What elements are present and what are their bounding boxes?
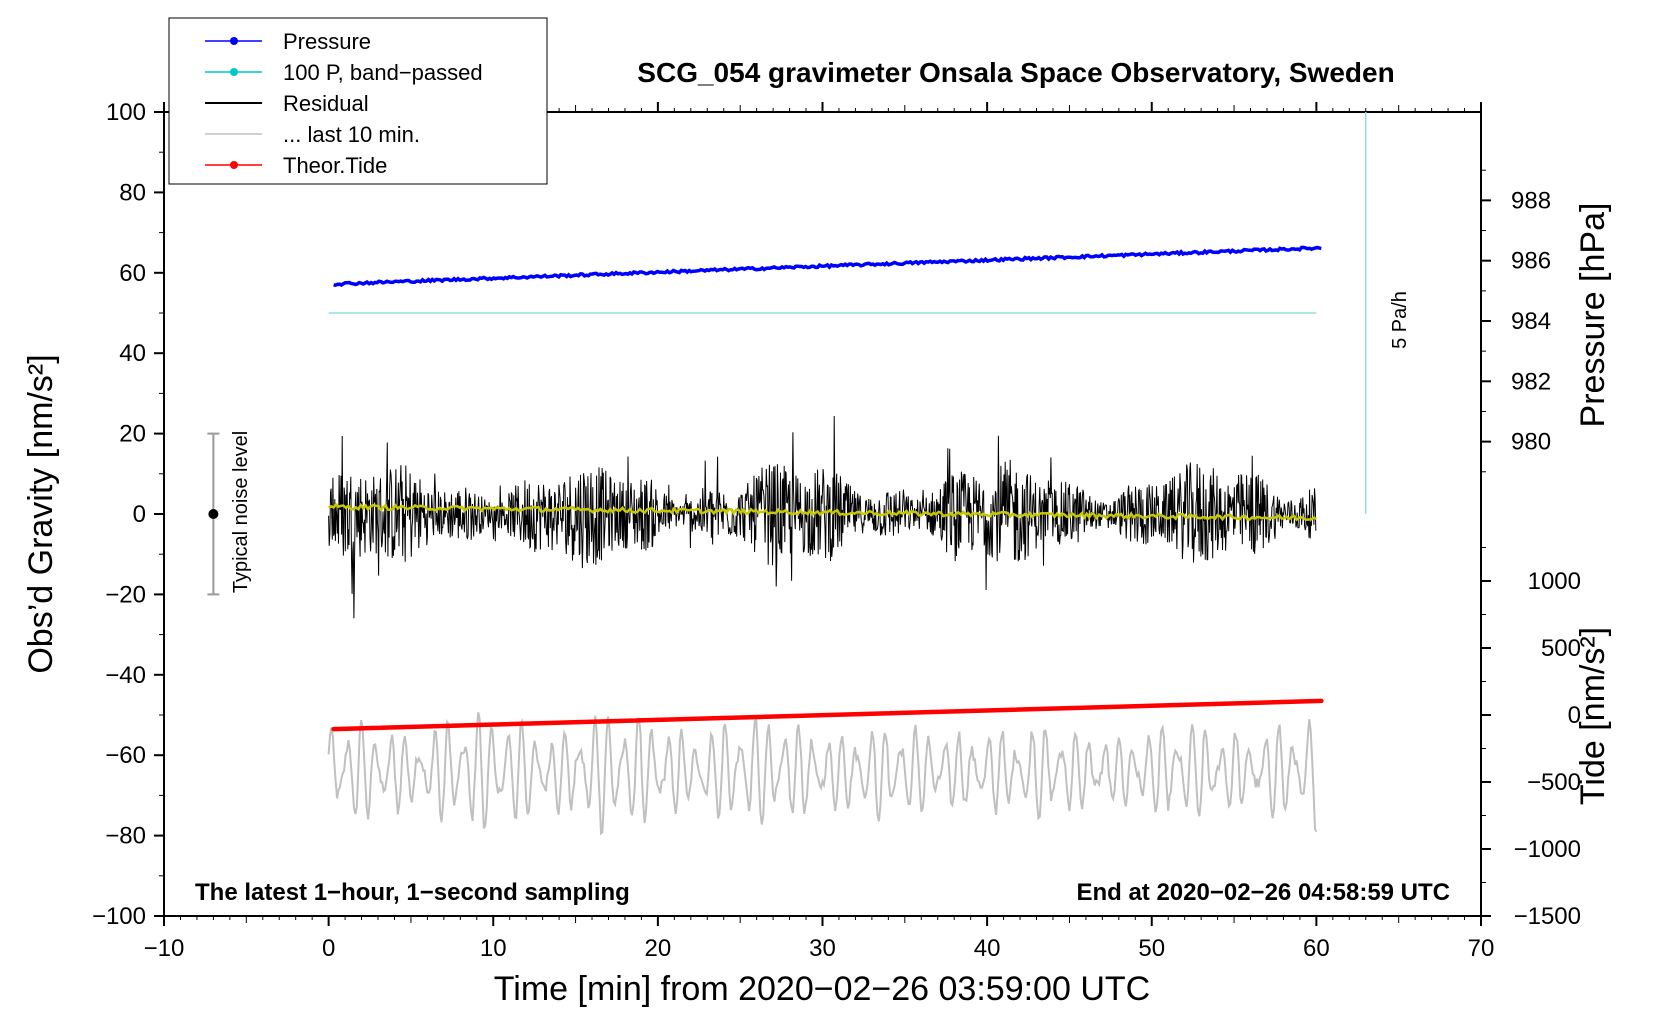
data-series — [327, 245, 1324, 836]
x-tick-label: −10 — [144, 935, 185, 962]
legend: Pressure 100 P, band−passed Residual ... la… — [205, 29, 483, 178]
residual-smoothed-series — [327, 502, 1317, 522]
y-axis-title-left: Obs’d Gravity [nm/s²] — [22, 354, 60, 673]
x-tick-label: 0 — [322, 935, 335, 962]
legend-label: 100 P, band−passed — [283, 60, 483, 85]
pressure-tick-label: 986 — [1511, 248, 1551, 275]
tide-tick-label: 1000 — [1528, 568, 1581, 595]
y-tick-label: 60 — [119, 260, 146, 287]
y-tick-label: 40 — [119, 340, 146, 367]
legend-label: Theor.Tide — [283, 153, 387, 178]
y-tick-label: 20 — [119, 421, 146, 448]
x-tick-label: 60 — [1303, 935, 1330, 962]
legend-marker — [230, 37, 238, 45]
pressure-series — [333, 245, 1322, 288]
footer-right-label: End at 2020−02−26 04:58:59 UTC — [1076, 879, 1450, 906]
x-tick-label: 10 — [480, 935, 507, 962]
pressure-tick-label: 982 — [1511, 368, 1551, 395]
axis-ticks: −10 0 10 20 30 40 50 60 70−100−80−60−40−20020406… — [92, 99, 1581, 962]
chart-title: SCG_054 gravimeter Onsala Space Observat… — [637, 57, 1394, 88]
legend-label: ... last 10 min. — [283, 122, 420, 147]
y-tick-label: 80 — [119, 179, 146, 206]
x-tick-label: 50 — [1138, 935, 1165, 962]
noise-bar-center — [208, 509, 219, 519]
residual-series — [328, 415, 1317, 619]
legend-box — [168, 17, 548, 185]
tide-tick-label: −500 — [1527, 769, 1581, 796]
y-tick-label: −40 — [105, 662, 146, 689]
legend-label: Residual — [283, 91, 369, 116]
legend-marker — [230, 161, 238, 169]
tide-series — [331, 698, 1324, 732]
x-axis-title: Time [min] from 2020−02−26 03:59:00 UTC — [494, 970, 1150, 1008]
x-tick-label: 20 — [645, 935, 672, 962]
pressure-tick-label: 988 — [1511, 187, 1551, 214]
tide-tick-label: −1000 — [1514, 836, 1581, 863]
y-axis-title-tide: Tide [nm/s²] — [1574, 627, 1612, 805]
y-tick-label: 0 — [133, 501, 146, 528]
last-10-min-series — [327, 712, 1318, 836]
footer-left-label: The latest 1−hour, 1−second sampling — [195, 879, 630, 906]
x-tick-label: 40 — [974, 935, 1001, 962]
x-tick-label: 70 — [1468, 935, 1495, 962]
scale-bar-label: 5 Pa/h — [1389, 291, 1411, 349]
y-axis-title-pressure: Pressure [hPa] — [1574, 203, 1612, 428]
noise-level-label: Typical noise level — [230, 431, 252, 593]
pressure-tick-label: 984 — [1511, 308, 1551, 335]
annotations — [207, 112, 1367, 596]
pressure-tick-label: 980 — [1511, 429, 1551, 456]
y-tick-label: −100 — [92, 903, 146, 930]
tide-tick-label: 0 — [1568, 702, 1581, 729]
tide-tick-label: −1500 — [1514, 903, 1581, 930]
tide-tick-label: 500 — [1541, 635, 1581, 662]
y-tick-label: 100 — [106, 99, 146, 126]
legend-label: Pressure — [283, 29, 371, 54]
y-tick-label: −20 — [105, 581, 146, 608]
legend-marker — [230, 68, 238, 76]
x-tick-label: 30 — [809, 935, 836, 962]
y-tick-label: −80 — [105, 823, 146, 850]
y-tick-label: −60 — [105, 742, 146, 769]
